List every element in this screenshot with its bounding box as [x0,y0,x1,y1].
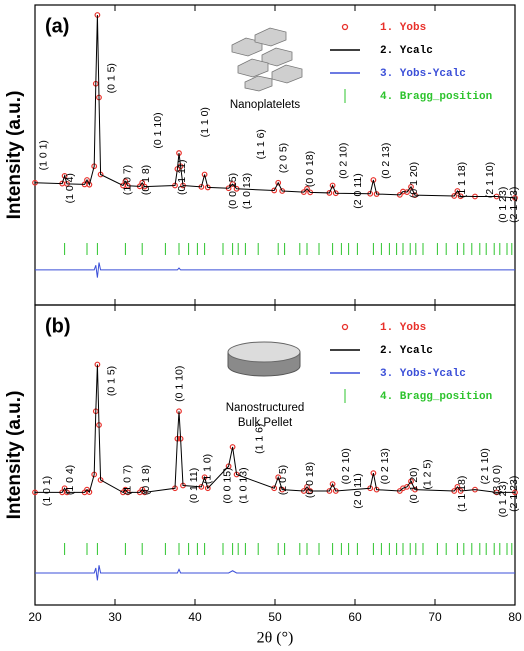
obs-point [454,483,461,490]
obs-point [201,171,208,178]
peak-label: (2 1 10) [479,448,491,484]
x-axis-label: 2θ (°) [257,630,294,647]
peak-label: (2 1 23) [508,476,520,512]
obs-point [454,188,461,194]
peak-label: (0 0 18) [304,151,316,187]
obs-point [404,483,410,490]
peak-label: (0 2 10) [340,448,352,484]
peak-label: (2 1 10) [484,162,496,198]
peak-label: (1 0 13) [238,467,250,503]
peak-label: (1 1 0) [199,107,211,137]
obs-point [204,485,211,492]
peak-label: (0 1 23) [497,481,509,517]
peak-label: (0 1 8) [140,165,152,195]
obs-point [271,485,278,492]
x-tick-label: 40 [188,610,202,624]
peak-label: (1 1 18) [456,476,468,512]
peak-label: (0 1 5) [106,63,118,93]
peak-label: (0 2 10) [338,143,350,179]
peak-label: (0 0 15) [227,173,239,209]
obs-point [122,178,129,185]
pellet-icon [227,341,301,377]
legend-label: 3. Yobs-Ycalc [380,68,466,80]
peak-label: (2 0 5) [277,465,289,495]
peak-label: (2 0 11) [352,173,364,208]
peak-label: (2 1 23) [508,187,520,223]
x-tick-label: 60 [348,610,362,624]
peak-label: (0 1 11) [188,468,200,503]
x-tick-label: 80 [508,610,522,624]
peak-label: (2 0 11) [352,473,364,508]
peak-label: (0 2 13) [380,143,392,179]
legend-label: 2. Ycalc [380,345,433,357]
x-tick-label: 70 [428,610,442,624]
obs-point [201,474,208,481]
panel-label: (a) [45,15,69,37]
legend-label: 3. Yobs-Ycalc [380,368,466,380]
obs-point [275,179,282,186]
x-tick-label: 20 [28,610,42,624]
peak-label: (1 1 6) [255,129,267,159]
obs-point [275,474,282,481]
legend-label: 2. Ycalc [380,45,433,57]
peak-label: (1 0 7) [122,165,134,195]
inset-label: Bulk Pellet [238,417,293,429]
peak-label: (1 0 13) [241,173,253,209]
obs-point [229,181,236,188]
obs-point [329,481,336,488]
obs-point [304,483,310,490]
peak-label: (1 1 0) [202,454,214,484]
peak-label: (1 2 5) [422,459,434,489]
legend-label: 4. Bragg_position [380,91,492,103]
obs-point [86,489,93,496]
obs-point [61,172,68,179]
obs-point [408,478,414,485]
inset-label: Nanoplatelets [230,99,301,111]
obs-point [329,182,336,189]
peak-label: (0 1 23) [497,187,509,223]
peak-label: (0 1 5) [106,366,118,396]
peak-label: (1 0 4) [64,465,76,495]
y-axis-label: Intensity (a.u.) [4,391,25,520]
x-tick-label: 50 [268,610,282,624]
peak-label: (0 2 13) [379,448,391,484]
peak-label: (1 1 6) [254,424,266,454]
legend-label: 4. Bragg_position [380,391,492,403]
obs-point [61,485,68,492]
peak-label: (0 0 15) [222,467,234,503]
peak-label: (1 0 7) [122,465,134,495]
difference-line [35,262,515,278]
peak-label: (1 0 4) [64,173,76,203]
legend-label: 1. Yobs [380,322,426,334]
legend-label: 1. Yobs [380,22,426,34]
inset-label: Nanostructured [226,402,305,414]
obs-point [84,177,90,183]
peak-label: (1 0 1) [41,476,53,506]
calc-line [34,14,516,199]
peak-label: (1 0 1) [38,140,50,170]
peak-label: (0 1 10) [174,366,186,402]
calc-line [35,364,515,494]
legend-marker [341,323,349,331]
difference-line [35,565,515,581]
peak-label: (0 1 20) [408,467,420,503]
legend-marker [341,23,349,31]
obs-point [370,177,377,183]
peak-label: (1 1 18) [456,162,468,198]
y-axis-label: Intensity (a.u.) [4,91,25,220]
peak-label: (3 0 0) [491,465,503,495]
peak-label: (2 0 5) [278,143,290,173]
peak-label: (0 1 8) [140,465,152,495]
x-tick-label: 30 [108,610,122,624]
peak-label: (0 0 18) [304,462,316,498]
obs-point [86,181,93,188]
obs-point [304,185,310,192]
obs-point [408,183,414,190]
peak-label: (0 1 11) [176,160,188,195]
peak-label: (0 1 10) [152,112,164,148]
peak-label: (0 1 20) [408,162,420,198]
panel-label: (b) [45,315,71,337]
platelet-icon [231,27,303,92]
